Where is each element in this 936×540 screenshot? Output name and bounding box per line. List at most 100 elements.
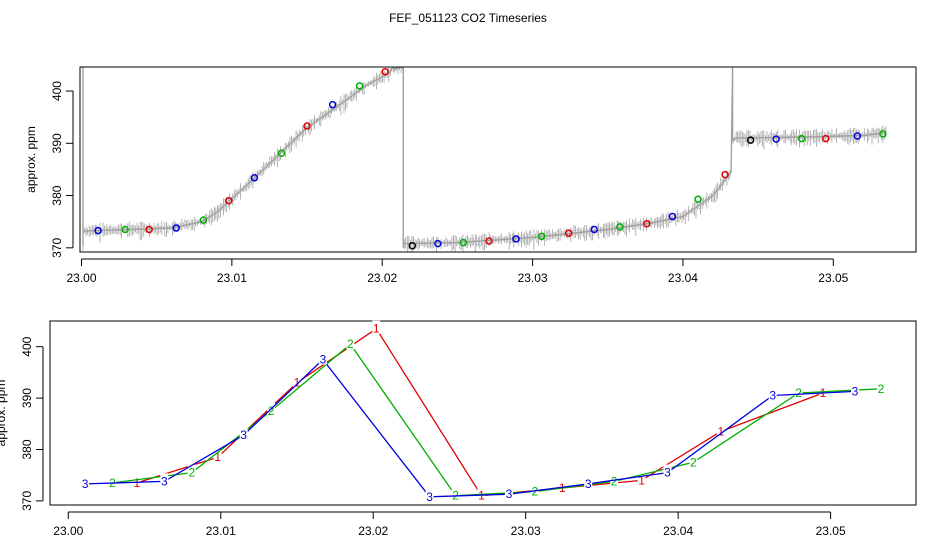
y-tick-label: 380 [20,439,34,459]
marker-label-series-2: 2 [611,474,618,488]
point-series-1 [643,220,651,228]
x-tick-label: 23.00 [66,271,96,285]
marker-bg [504,486,513,500]
marker-label-series-1: 1 [478,489,485,503]
point-series-2 [797,134,806,143]
marker-bg [187,464,196,478]
y-axis: 370 380 390 400 approx. ppm [0,336,44,511]
y-tick-label: 370 [50,237,64,257]
point-series-3 [853,132,862,140]
point-series-2 [616,223,624,231]
point-series-2 [694,195,702,203]
marker-bg [81,475,90,489]
marker-bg [689,454,698,468]
marker-bg [292,374,301,388]
marker-label-series-1: 1 [718,425,725,439]
point-series-2 [459,238,468,247]
marker-label-series-1: 1 [373,322,380,336]
marker-label-series-3: 3 [585,477,592,491]
marker-bg [108,474,117,488]
marker-bg [451,487,460,501]
plot-frame [79,66,917,253]
point-series-1 [721,170,729,179]
x-tick-label: 23.02 [358,524,388,538]
series-3 [94,100,862,248]
marker-label-series-2: 2 [795,386,802,400]
marker-bg [851,383,860,397]
point-series-1 [822,134,830,143]
marker-label-series-2: 2 [347,337,354,351]
marker-bg [530,483,539,497]
x-tick-label: 23.04 [668,271,698,285]
marker-bg [160,473,169,487]
marker-bg [239,427,248,441]
y-axis: 370 380 390 400 approx. ppm [24,81,74,258]
marker-label-series-3: 3 [852,384,859,398]
point-series-3 [772,135,780,143]
marker-label-series-3: 3 [240,428,247,442]
x-tick-label: 23.03 [511,524,541,538]
series-3: 3 3 3 3 3 3 3 3 3 3 [81,351,860,504]
y-tick-label: 370 [20,491,34,511]
series-flagged [408,136,755,250]
x-tick-label: 23.00 [53,524,83,538]
marker-label-series-2: 2 [878,382,885,396]
x-tick-label: 23.01 [217,271,247,285]
point-series-3 [668,212,677,221]
line-series-2 [112,343,881,497]
point-series-2 [199,216,208,224]
marker-bg [425,488,434,502]
marker-bg [558,480,567,494]
point-series-2 [537,232,546,241]
point-series-1 [225,197,233,205]
point-series-3 [590,225,598,234]
marker-bg [663,464,672,478]
y-tick-label: 400 [50,81,64,101]
x-tick-label: 23.05 [818,271,848,285]
marker-bg [716,423,725,437]
marker-label-series-3: 3 [82,477,89,491]
marker-label-series-2: 2 [188,466,195,480]
point-series-3 [434,239,442,248]
x-tick-label: 23.03 [518,271,548,285]
point-series-3 [172,224,180,232]
x-tick-label: 23.01 [206,524,236,538]
x-tick-label: 23.04 [663,524,693,538]
marker-label-series-3: 3 [769,389,776,403]
y-tick-label: 390 [50,133,64,153]
point-series-2 [355,82,364,90]
point-series-1 [303,122,311,130]
point-series-1 [145,225,153,234]
marker-label-series-3: 3 [426,490,433,504]
marker-label-series-2: 2 [690,455,697,469]
point-series-flagged [746,136,755,144]
marker-label-series-2: 2 [531,485,538,499]
marker-bg [346,336,355,350]
line-series-1 [136,327,824,497]
point-series-3 [250,174,259,182]
marker-bg [637,472,646,486]
marker-bg [794,384,803,398]
point-series-2 [277,149,286,157]
point-series-3 [94,226,102,235]
x-tick-label: 23.05 [816,524,846,538]
raw-trace-noise [82,67,887,252]
figure-title: FEF_051123 CO2 Timeseries [389,11,547,25]
marker-bg [768,387,777,401]
marker-bg [132,474,141,488]
y-axis-label: approx. ppm [0,380,8,447]
marker-bg [876,380,885,394]
point-series-2 [121,225,129,234]
marker-label-series-3: 3 [320,353,327,367]
y-tick-label: 380 [50,185,64,205]
point-series-1 [564,229,573,237]
marker-label-series-3: 3 [664,466,671,480]
series-1 [145,67,830,245]
marker-label-series-2: 2 [268,404,275,418]
x-axis: 23.00 23.01 23.02 23.03 23.04 23.05 [53,511,846,538]
marker-label-series-3: 3 [506,487,513,501]
marker-label-series-3: 3 [161,474,168,488]
